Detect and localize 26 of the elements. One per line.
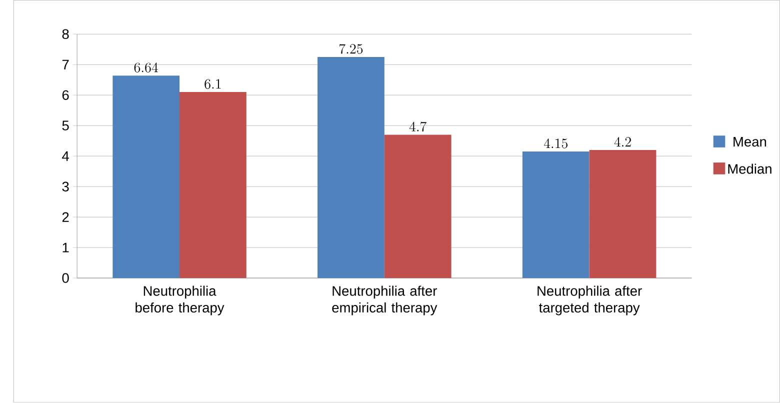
data-label: 4. 15 — [544, 138, 568, 148]
y-tick-label: 2 — [62, 212, 69, 222]
y-tick-label: 8 — [62, 29, 69, 40]
y-tick-label: 5 — [62, 120, 69, 131]
y-tick-label: 7 — [62, 60, 69, 70]
y-tick-label: 6 — [62, 90, 69, 100]
data-label: 6.64 — [134, 62, 158, 73]
data-label: 7.25 — [339, 44, 363, 54]
y-tick-label: 0 — [62, 273, 69, 284]
y-tick-label: 1 — [62, 242, 69, 252]
data-label: 6. 1 — [204, 79, 221, 90]
bar — [112, 76, 180, 278]
bar — [384, 134, 452, 278]
legend-label: Median — [728, 164, 772, 174]
x-tick-label: Neutrophilia before therapy — [136, 286, 224, 316]
data-label: 4.2 — [614, 137, 631, 147]
x-tick-label: Neutrophilia after empirical therapy — [332, 286, 438, 316]
bar — [318, 57, 384, 278]
x-tick-label: Neutrophilia after targeted therapy — [538, 286, 642, 316]
bar — [522, 152, 590, 278]
y-tick-label: 3 — [62, 182, 69, 192]
y-tick-label: 4 — [62, 152, 69, 161]
bar — [589, 150, 656, 278]
legend-label: Mean — [734, 137, 766, 147]
data-label: 4.7 — [409, 122, 427, 132]
bar — [180, 92, 246, 278]
